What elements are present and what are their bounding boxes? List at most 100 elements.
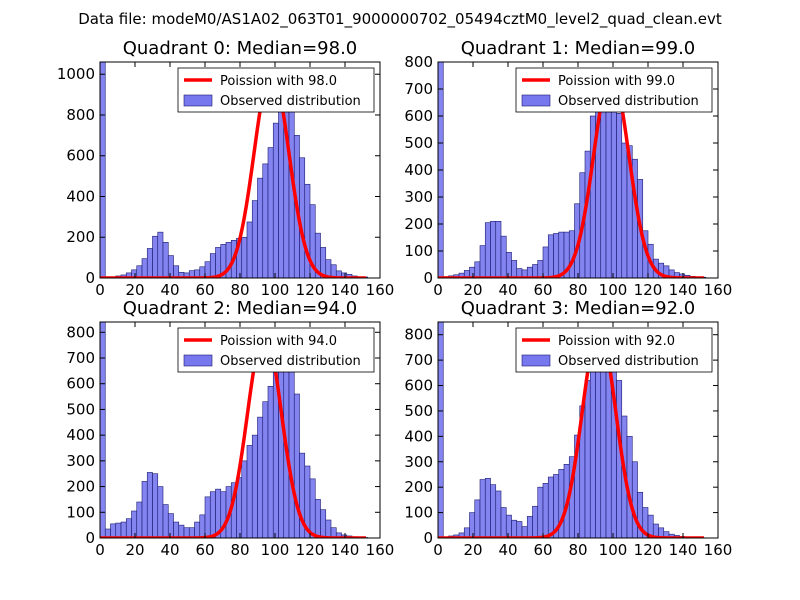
histogram-bar [167,513,174,538]
x-tick-label: 120 [634,541,663,559]
y-tick-label: 0 [85,269,95,287]
histogram-bar [542,246,549,278]
subplot-quadrant-2: 0 20 40 60 80 100 120 140 160 0 100 200 300 400 500 600… [66,298,394,559]
x-tick-label: 40 [160,281,179,299]
histogram-bar [262,401,269,538]
histogram-bar [257,416,264,538]
y-tick-label: 200 [66,228,95,246]
histogram-bar [547,234,554,278]
legend: Poission with 92.0 Observed distribution [515,327,713,373]
y-tick-label: 500 [404,134,433,152]
legend: Poission with 94.0 Observed distribution [177,327,375,373]
legend-label-poisson: Poission with 99.0 [558,74,675,89]
x-tick-label: 20 [463,541,482,559]
histogram-bar [167,255,174,278]
histogram-bar [553,233,560,278]
y-tick-label: 0 [423,529,433,547]
histogram-bar [178,524,185,538]
y-tick-label: 200 [404,478,433,496]
legend-label-poisson: Poission with 92.0 [558,334,675,349]
poisson-curve [100,330,367,538]
histogram-bar [438,322,444,538]
histogram-bar [215,247,222,278]
subplot-title: Quadrant 1: Median=99.0 [461,38,696,59]
legend-bar-swatch [521,354,551,367]
histogram-bar [241,236,248,278]
x-tick-label: 60 [533,541,552,559]
y-tick-label: 600 [404,107,433,125]
subplot-quadrant-1: 0 20 40 60 80 100 120 140 160 0 100 200 300 400 500 600… [404,38,732,299]
plot-area [438,62,707,278]
histogram-bar [325,519,332,538]
x-tick-label: 40 [498,281,517,299]
subplot-grid: 0 20 40 60 80 100 120 140 16002004006008001000Qu… [57,38,733,559]
x-tick-label: 160 [366,281,395,299]
y-tick-label: 600 [66,375,95,393]
x-tick-label: 0 [433,541,443,559]
histogram-bar [146,248,153,278]
histogram-bar [267,385,274,538]
histogram-bar [495,221,502,278]
histogram-bar [595,357,602,538]
y-tick-label: 600 [66,147,95,165]
histogram-bar [131,510,138,538]
histogram-bar [304,183,311,278]
y-tick-label: 200 [404,215,433,233]
y-tick-label: 700 [404,80,433,98]
x-tick-label: 120 [296,541,325,559]
histogram-bar [136,265,143,278]
histogram-bar [631,461,638,538]
x-tick-label: 100 [599,541,628,559]
x-tick-label: 40 [498,541,517,559]
histogram-bar [505,252,512,278]
poisson-curve [100,68,367,278]
legend-bar-swatch [521,94,551,107]
y-tick-label: 300 [66,452,95,470]
histogram-bar [500,507,507,538]
histogram-bar [288,365,295,538]
x-tick-label: 120 [634,281,663,299]
histogram-bar [162,242,169,278]
histogram-bar [136,501,143,538]
histogram-bar [600,88,607,278]
histogram-bar [152,235,159,278]
y-tick-label: 100 [66,503,95,521]
histogram-bar [516,521,523,538]
legend-bar-swatch [183,354,213,367]
histogram-bar [115,522,122,538]
histogram-bar [490,221,497,278]
legend-bar-swatch [183,94,213,107]
histogram-bar [600,363,607,538]
legend-label-poisson: Poission with 94.0 [220,334,337,349]
legend-box [515,327,713,373]
histogram-bar [110,523,117,538]
x-tick-label: 100 [261,281,290,299]
histogram-bar [157,486,164,538]
y-tick-label: 0 [423,269,433,287]
histogram-bar [474,499,481,538]
histogram-bar [484,222,491,278]
histogram-bar [511,260,518,278]
x-tick-label: 60 [195,541,214,559]
x-tick-label: 20 [125,541,144,559]
y-tick-label: 500 [404,402,433,420]
legend-label-observed: Observed distribution [558,354,699,369]
legend: Poission with 99.0 Observed distribution [515,67,713,113]
y-tick-label: 100 [404,242,433,260]
x-tick-label: 80 [230,281,249,299]
y-tick-label: 300 [404,188,433,206]
plot-area [438,322,707,538]
x-tick-label: 0 [95,541,105,559]
subplot-quadrant-3: 0 20 40 60 80 100 120 140 160 0 100 200 300 400 500 600… [404,298,732,559]
histogram-bar [173,265,180,278]
x-tick-label: 140 [331,541,360,559]
histogram-bar [209,253,216,278]
histogram-bar [162,504,169,538]
histogram-bar [241,460,248,538]
legend: Poission with 98.0 Observed distribution [177,67,375,113]
y-tick-label: 800 [404,53,433,71]
histogram-bar [209,491,216,538]
histogram-bar [621,142,628,278]
histogram-bar [173,521,180,538]
